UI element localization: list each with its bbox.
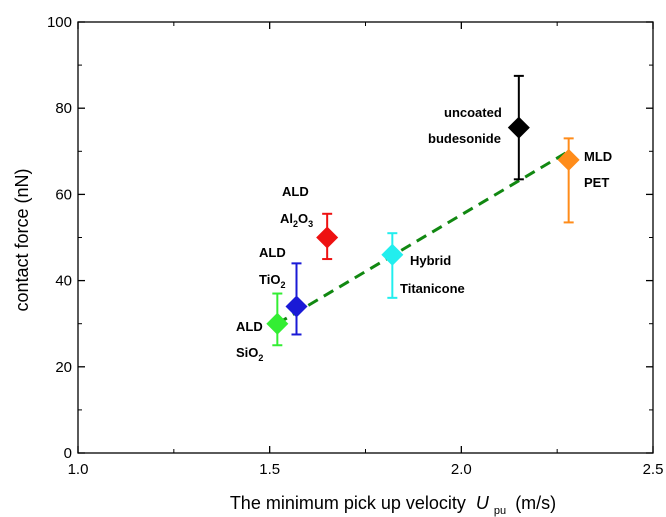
x-axis-title-unit: (m/s) (515, 493, 556, 513)
annotation-al2o3: ALD (282, 184, 309, 199)
annotation-sio2: SiO2 (236, 345, 263, 363)
x-axis-title-text: The minimum pick up velocity (230, 493, 466, 513)
annotation-al2o3: Al2O3 (280, 211, 313, 229)
data-point-layer (266, 116, 580, 335)
data-point (507, 116, 530, 139)
y-axis-title: contact force (nN) (12, 168, 32, 311)
annotation-uncoated: budesonide (428, 131, 501, 146)
data-point (557, 148, 580, 171)
fit-line-layer (276, 150, 570, 325)
data-point (285, 295, 308, 318)
x-tick-label: 2.5 (643, 461, 664, 478)
y-tick-label: 20 (55, 359, 72, 376)
x-axis-title-subscript: pu (494, 505, 506, 517)
y-tick-label: 0 (64, 445, 72, 462)
data-point (381, 243, 404, 266)
annotation-uncoated: uncoated (444, 105, 502, 120)
plot-border (77, 21, 654, 454)
annotation-mld: MLD (584, 149, 612, 164)
data-point (316, 226, 339, 249)
x-axis-title-symbol: U (476, 493, 490, 513)
x-tick-label: 1.0 (68, 461, 89, 478)
annotation-hybrid: Hybrid (410, 253, 451, 268)
data-point (266, 312, 289, 335)
error-bar-layer (272, 74, 574, 347)
y-tick-label: 60 (55, 186, 72, 203)
tick-layer: 1.0 1.5 2.0 2.5 0 20 40 60 80 100 (47, 14, 663, 478)
y-tick-label: 80 (55, 100, 72, 117)
annotation-mld: PET (584, 175, 609, 190)
plot-frame (77, 21, 654, 454)
annotation-sio2: ALD (236, 319, 263, 334)
x-tick-label: 2.0 (451, 461, 472, 478)
annotation-layer: ALD SiO2 ALD TiO2 ALD Al2O3 Hybrid Titanicone un… (236, 105, 612, 363)
annotation-tio2: ALD (259, 245, 286, 260)
annotation-tio2: TiO2 (259, 272, 285, 290)
fit-line (276, 150, 570, 325)
x-axis-title: The minimum pick up velocity U pu (m/s) (230, 493, 556, 517)
y-tick-label: 40 (55, 273, 72, 290)
x-tick-label: 1.5 (259, 461, 280, 478)
annotation-hybrid: Titanicone (400, 281, 465, 296)
y-tick-label: 100 (47, 14, 72, 31)
